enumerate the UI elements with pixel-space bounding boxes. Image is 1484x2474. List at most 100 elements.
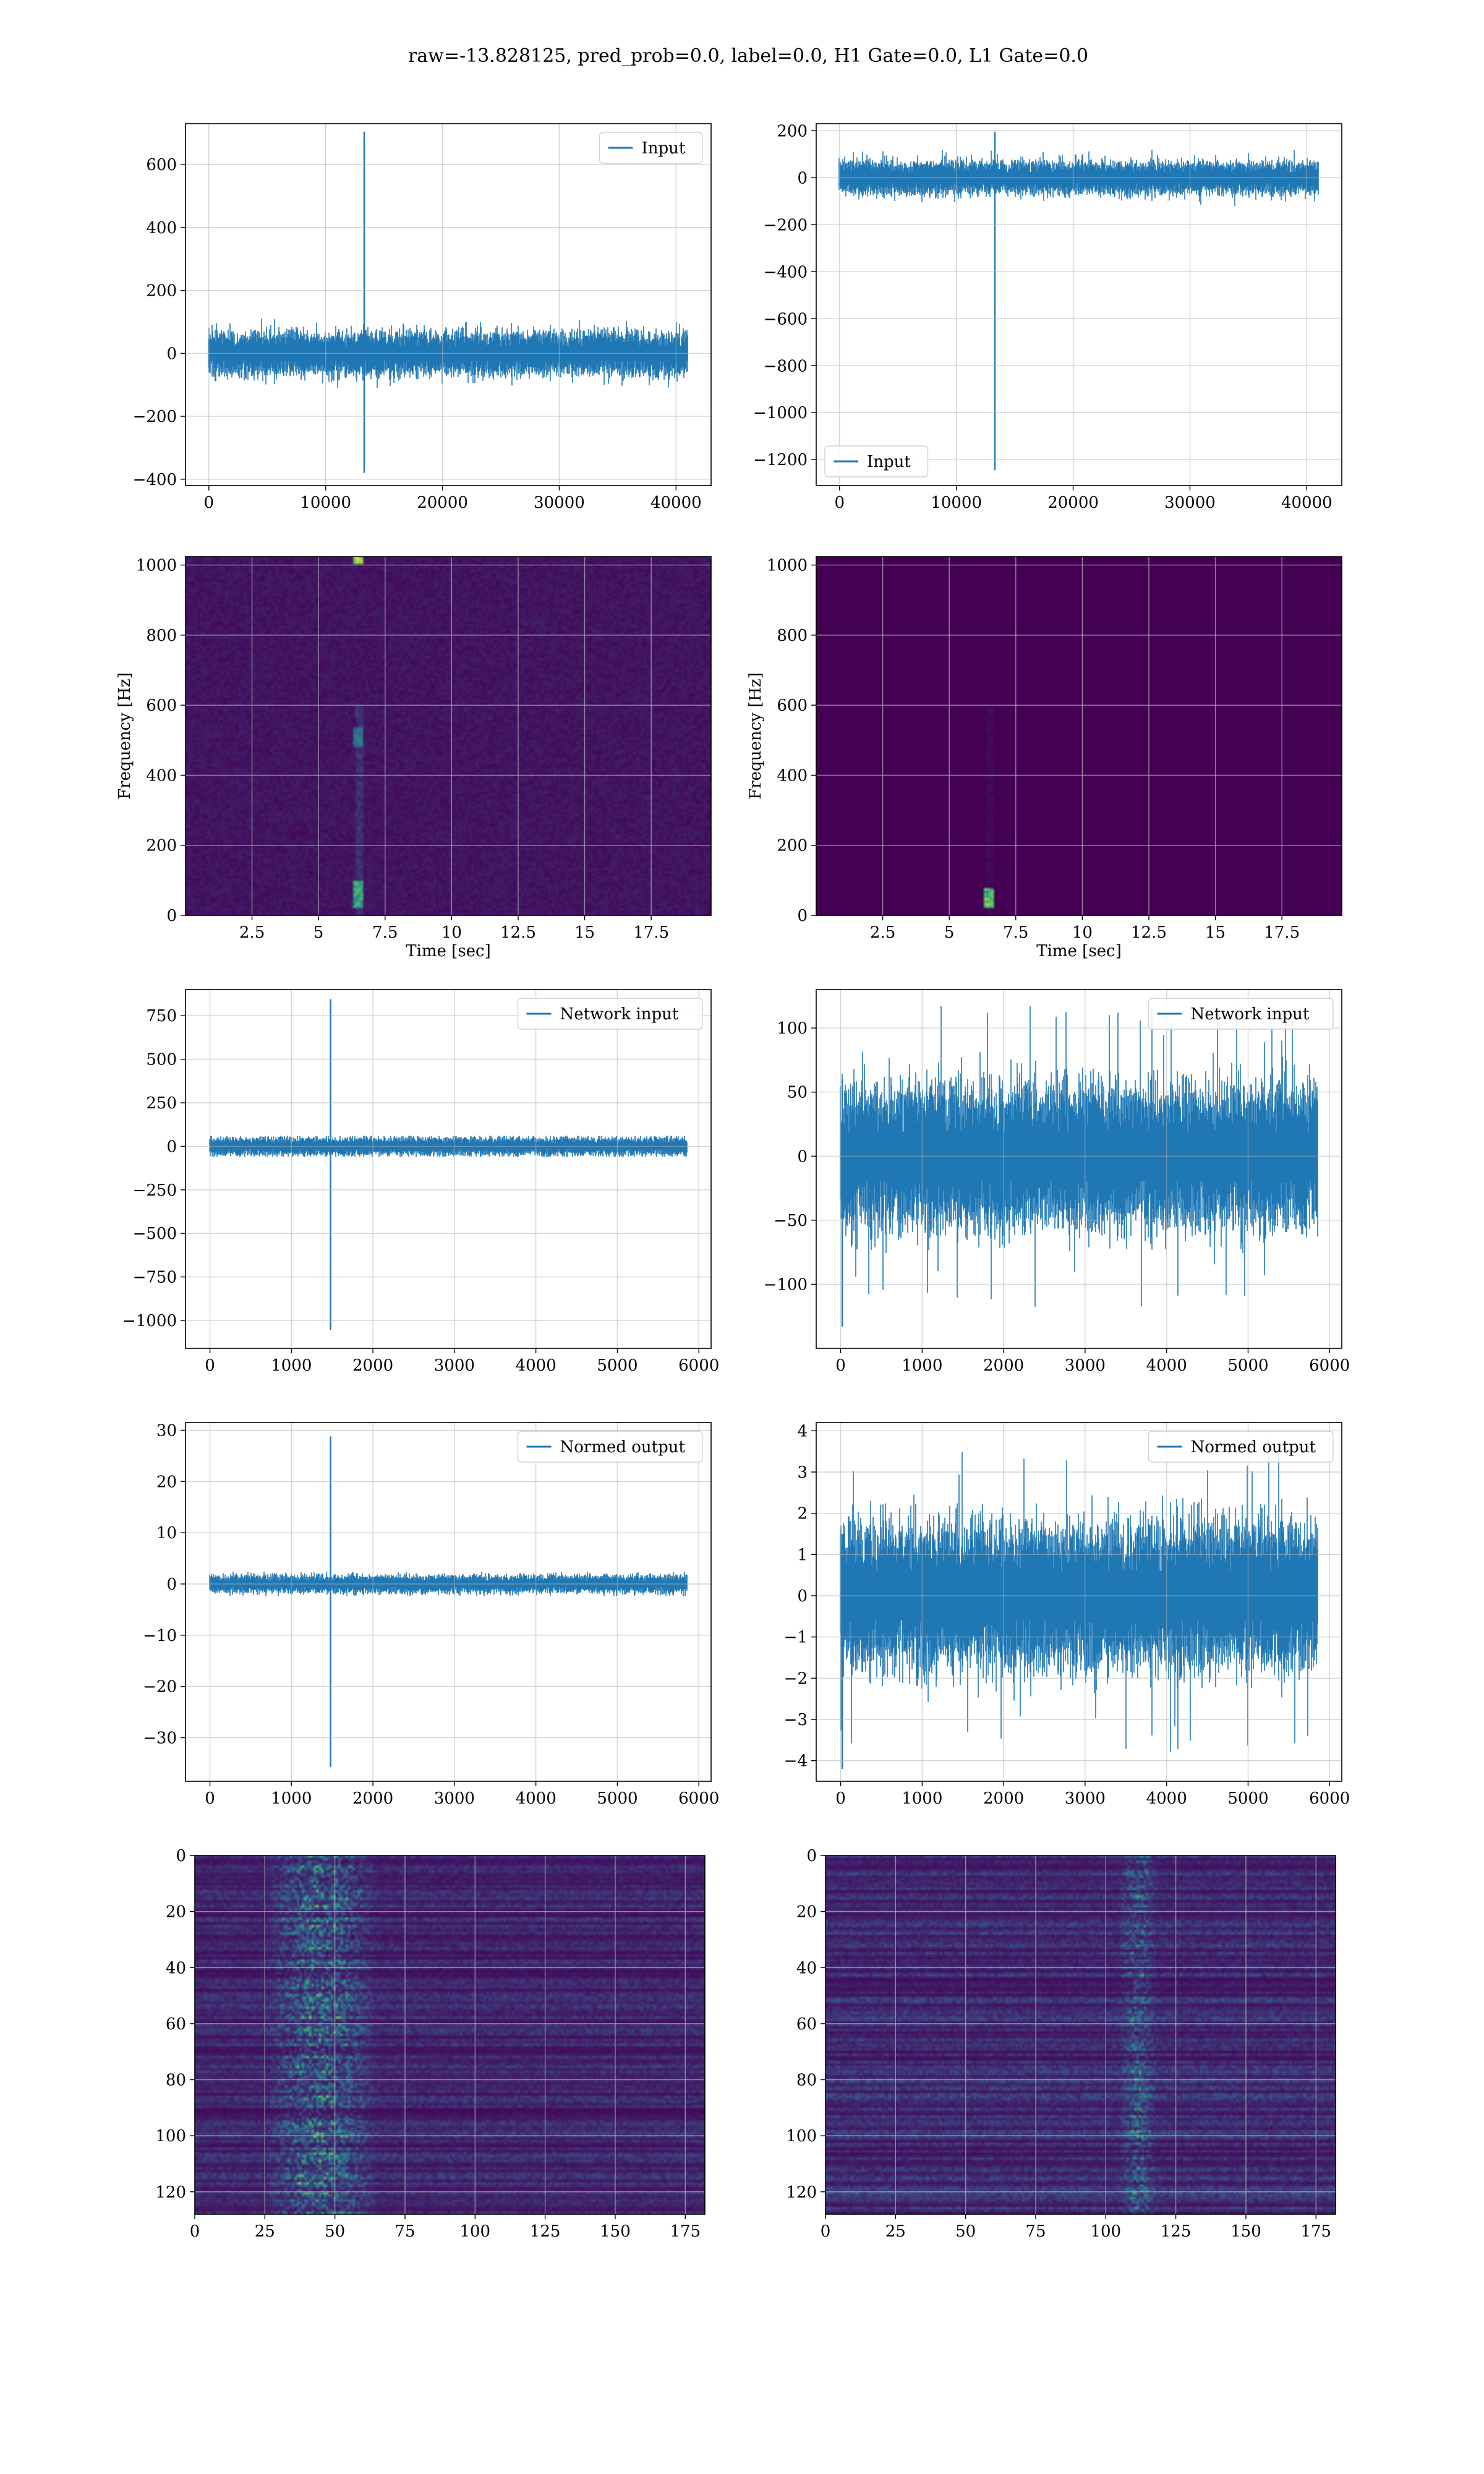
x-tick-label: 100 xyxy=(1090,2222,1121,2241)
y-tick-label: 20 xyxy=(796,1903,817,1922)
y-tick-label: 500 xyxy=(146,1051,177,1069)
y-tick-label: 1000 xyxy=(767,557,808,575)
y-tick-label: 600 xyxy=(146,696,177,715)
x-tick-label: 1000 xyxy=(902,1789,942,1808)
x-tick-label: 12.5 xyxy=(500,923,536,942)
legend: Network input xyxy=(517,998,703,1030)
x-tick-label: 2000 xyxy=(983,1789,1024,1808)
x-tick-label: 0 xyxy=(190,2222,200,2241)
y-tick-label: 0 xyxy=(797,907,808,925)
x-tick-label: 5000 xyxy=(1227,1356,1268,1375)
x-tick-label: 4000 xyxy=(516,1789,556,1808)
x-tick-label: 0 xyxy=(835,1789,846,1808)
x-tick-label: 100 xyxy=(459,2222,490,2241)
legend-box xyxy=(1148,998,1334,1030)
heatmap-image xyxy=(816,557,1342,915)
x-tick-label: 1000 xyxy=(271,1789,312,1808)
y-tick-label: 60 xyxy=(796,2015,817,2034)
y-tick-label: 0 xyxy=(166,1575,177,1594)
y-tick-label: 200 xyxy=(777,122,808,140)
y-tick-label: 30 xyxy=(156,1421,177,1440)
axes-frame xyxy=(185,556,712,916)
subplot-spec-h1: 2.5 5 7.5 10 12.5 15 17.5 0 200 400 600 800 1000 Time… xyxy=(116,556,712,961)
y-tick-label: 0 xyxy=(797,1587,808,1606)
y-tick-label: −1000 xyxy=(753,404,808,422)
legend: Network input xyxy=(1148,998,1334,1030)
x-tick-label: 2000 xyxy=(352,1356,393,1375)
y-tick-label: −1 xyxy=(784,1629,808,1647)
y-tick-label: 0 xyxy=(176,1847,186,1865)
y-tick-label: 120 xyxy=(155,2183,186,2202)
legend: Normed output xyxy=(517,1431,703,1463)
x-axis-label: Time [sec] xyxy=(1036,942,1122,961)
legend-entry: Network input xyxy=(1191,1005,1310,1024)
heatmap-image xyxy=(825,1856,1336,2214)
legend-entry: Input xyxy=(642,139,686,158)
y-tick-label: 120 xyxy=(786,2183,817,2202)
x-axis-label: Time [sec] xyxy=(406,942,491,961)
x-tick-label: 17.5 xyxy=(1264,923,1300,942)
x-tick-label: 20000 xyxy=(1047,494,1099,512)
y-tick-label: −20 xyxy=(143,1678,177,1697)
x-tick-label: 4000 xyxy=(1146,1356,1187,1375)
x-tick-label: 5 xyxy=(313,923,324,942)
axes-frame xyxy=(825,1855,1336,2215)
y-tick-label: 600 xyxy=(777,696,808,715)
y-tick-label: 250 xyxy=(146,1094,177,1113)
series-line xyxy=(838,150,1319,206)
heatmap-image xyxy=(195,1856,705,2214)
x-tick-label: 0 xyxy=(204,494,215,512)
x-tick-label: 75 xyxy=(1025,2222,1046,2241)
legend-box xyxy=(517,1431,703,1463)
y-tick-label: 0 xyxy=(806,1847,817,1865)
y-tick-label: −100 xyxy=(764,1275,808,1294)
x-tick-label: 10 xyxy=(1072,923,1093,942)
x-tick-label: 15 xyxy=(1205,923,1226,942)
x-tick-label: 1000 xyxy=(271,1356,312,1375)
subplot-ts-network-l1: 0 1000 2000 3000 4000 5000 6000 −100 −50 0 50 100 Ne… xyxy=(764,989,1350,1375)
legend-entry: Normed output xyxy=(560,1438,686,1457)
y-tick-label: 1000 xyxy=(136,557,177,575)
legend-entry: Network input xyxy=(560,1005,679,1024)
y-tick-label: −400 xyxy=(133,471,177,489)
y-tick-label: 2 xyxy=(797,1505,808,1523)
subplot-ts-normed-l1: 0 1000 2000 3000 4000 5000 6000 −4 −3 −2 −1 0 1 2 3 4 No… xyxy=(784,1422,1350,1808)
y-tick-label: 0 xyxy=(166,345,177,363)
legend-box xyxy=(599,132,703,164)
y-tick-label: 3 xyxy=(797,1463,808,1482)
x-tick-label: 175 xyxy=(1300,2222,1331,2241)
y-tick-label: 50 xyxy=(787,1084,808,1102)
x-tick-label: 5000 xyxy=(597,1789,638,1808)
x-tick-label: 5000 xyxy=(1227,1789,1268,1808)
axes-frame xyxy=(194,1855,706,2215)
y-tick-label: −4 xyxy=(784,1752,808,1771)
x-tick-label: 125 xyxy=(530,2222,561,2241)
legend-entry: Normed output xyxy=(1191,1438,1316,1457)
x-tick-label: 25 xyxy=(255,2222,275,2241)
y-tick-label: 10 xyxy=(156,1524,177,1543)
heatmap-image xyxy=(186,557,711,915)
y-tick-label: −50 xyxy=(774,1212,808,1230)
y-tick-label: 20 xyxy=(156,1473,177,1491)
y-axis-label: Frequency [Hz] xyxy=(116,672,134,800)
y-tick-label: −3 xyxy=(784,1711,808,1729)
y-tick-label: 80 xyxy=(166,2071,186,2090)
axes-frame xyxy=(185,989,712,1349)
figure-title: raw=-13.828125, pred_prob=0.0, label=0.0… xyxy=(408,45,1088,67)
x-tick-label: 12.5 xyxy=(1131,923,1167,942)
legend-box xyxy=(517,998,703,1030)
x-tick-label: 6000 xyxy=(1309,1789,1350,1808)
x-tick-label: 30000 xyxy=(534,494,585,512)
y-tick-label: −800 xyxy=(764,357,808,375)
y-tick-label: 200 xyxy=(777,837,808,855)
subplot-ts-normed-h1: 0 1000 2000 3000 4000 5000 6000 −30 −20 −10 0 10 20 3… xyxy=(143,1421,719,1808)
y-tick-label: 1 xyxy=(797,1546,808,1564)
y-tick-label: 40 xyxy=(796,1959,817,1977)
x-tick-label: 2000 xyxy=(352,1789,393,1808)
x-tick-label: 2.5 xyxy=(870,923,895,942)
y-tick-label: 800 xyxy=(777,627,808,645)
x-tick-label: 30000 xyxy=(1164,494,1216,512)
x-tick-label: 5 xyxy=(944,923,955,942)
x-tick-label: 40000 xyxy=(650,494,702,512)
